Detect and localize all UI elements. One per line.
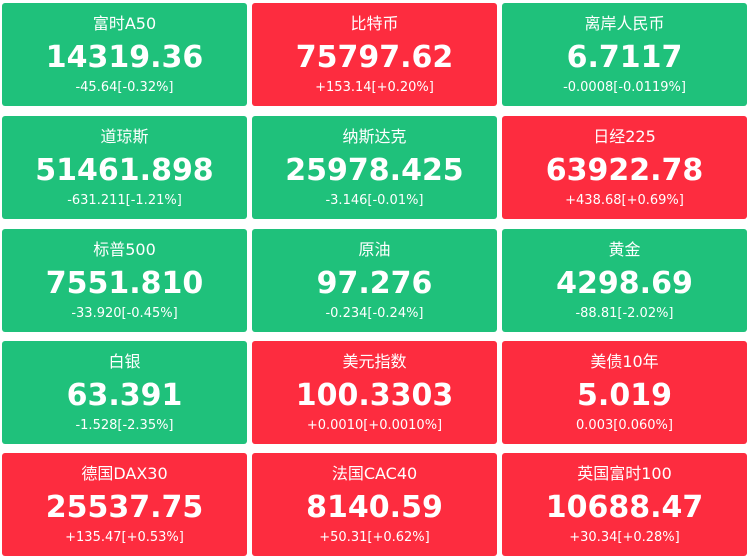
quote-price: 75797.62 <box>295 40 454 75</box>
quote-change: -1.528[-2.35%] <box>75 418 174 433</box>
quote-name: 美债10年 <box>590 352 659 371</box>
quote-tile[interactable]: 美元指数 100.3303 +0.0010[+0.0010%] <box>252 341 497 444</box>
quote-price: 97.276 <box>316 266 433 301</box>
quote-name: 比特币 <box>350 14 399 33</box>
quote-change: 0.003[0.060%] <box>576 418 673 433</box>
quote-name: 英国富时100 <box>577 464 672 483</box>
quote-name: 纳斯达克 <box>342 127 407 146</box>
quote-change: +30.34[+0.28%] <box>569 530 680 545</box>
quote-tile[interactable]: 道琼斯 51461.898 -631.211[-1.21%] <box>2 116 247 219</box>
quote-name: 富时A50 <box>92 14 157 33</box>
quote-price: 63922.78 <box>545 153 704 188</box>
quote-change: -88.81[-2.02%] <box>575 306 674 321</box>
quote-name: 白银 <box>108 352 141 371</box>
quote-tile[interactable]: 德国DAX30 25537.75 +135.47[+0.53%] <box>2 453 247 556</box>
quote-price: 7551.810 <box>45 266 204 301</box>
quote-price: 63.391 <box>66 378 183 413</box>
quote-tile[interactable]: 美债10年 5.019 0.003[0.060%] <box>502 341 747 444</box>
quote-price: 14319.36 <box>45 40 204 75</box>
quote-name: 道琼斯 <box>100 127 149 146</box>
quote-price: 8140.59 <box>306 490 443 525</box>
quote-name: 黄金 <box>608 240 641 259</box>
quote-name: 标普500 <box>93 240 156 259</box>
quote-change: -0.234[-0.24%] <box>325 306 424 321</box>
quote-change: +0.0010[+0.0010%] <box>306 418 443 433</box>
quote-tile[interactable]: 富时A50 14319.36 -45.64[-0.32%] <box>2 3 247 106</box>
quote-tile[interactable]: 离岸人民币 6.7117 -0.0008[-0.0119%] <box>502 3 747 106</box>
quote-tile[interactable]: 日经225 63922.78 +438.68[+0.69%] <box>502 116 747 219</box>
quote-tile[interactable]: 原油 97.276 -0.234[-0.24%] <box>252 229 497 332</box>
quote-tile[interactable]: 纳斯达克 25978.425 -3.146[-0.01%] <box>252 116 497 219</box>
quote-change: -631.211[-1.21%] <box>67 193 182 208</box>
quote-price: 5.019 <box>577 378 672 413</box>
quote-change: +50.31[+0.62%] <box>319 530 430 545</box>
quote-price: 51461.898 <box>35 153 214 188</box>
quote-name: 德国DAX30 <box>81 464 168 483</box>
quote-tile[interactable]: 法国CAC40 8140.59 +50.31[+0.62%] <box>252 453 497 556</box>
quote-change: +135.47[+0.53%] <box>65 530 184 545</box>
quote-tile[interactable]: 标普500 7551.810 -33.920[-0.45%] <box>2 229 247 332</box>
quote-change: -33.920[-0.45%] <box>71 306 178 321</box>
quote-price: 25978.425 <box>285 153 464 188</box>
quote-tile[interactable]: 英国富时100 10688.47 +30.34[+0.28%] <box>502 453 747 556</box>
quote-name: 美元指数 <box>342 352 407 371</box>
quote-change: +438.68[+0.69%] <box>565 193 684 208</box>
quote-tile[interactable]: 黄金 4298.69 -88.81[-2.02%] <box>502 229 747 332</box>
quote-price: 25537.75 <box>45 490 204 525</box>
quote-name: 离岸人民币 <box>584 14 665 33</box>
quote-tile[interactable]: 白银 63.391 -1.528[-2.35%] <box>2 341 247 444</box>
quote-change: -45.64[-0.32%] <box>75 80 174 95</box>
quote-change: -0.0008[-0.0119%] <box>563 80 686 95</box>
quote-tile[interactable]: 比特币 75797.62 +153.14[+0.20%] <box>252 3 497 106</box>
quote-price: 6.7117 <box>566 40 683 75</box>
quote-change: +153.14[+0.20%] <box>315 80 434 95</box>
quote-name: 原油 <box>358 240 391 259</box>
quote-name: 日经225 <box>593 127 656 146</box>
quote-name: 法国CAC40 <box>331 464 418 483</box>
quote-change: -3.146[-0.01%] <box>325 193 424 208</box>
quote-price: 10688.47 <box>545 490 704 525</box>
quote-price: 4298.69 <box>556 266 693 301</box>
quote-price: 100.3303 <box>295 378 454 413</box>
